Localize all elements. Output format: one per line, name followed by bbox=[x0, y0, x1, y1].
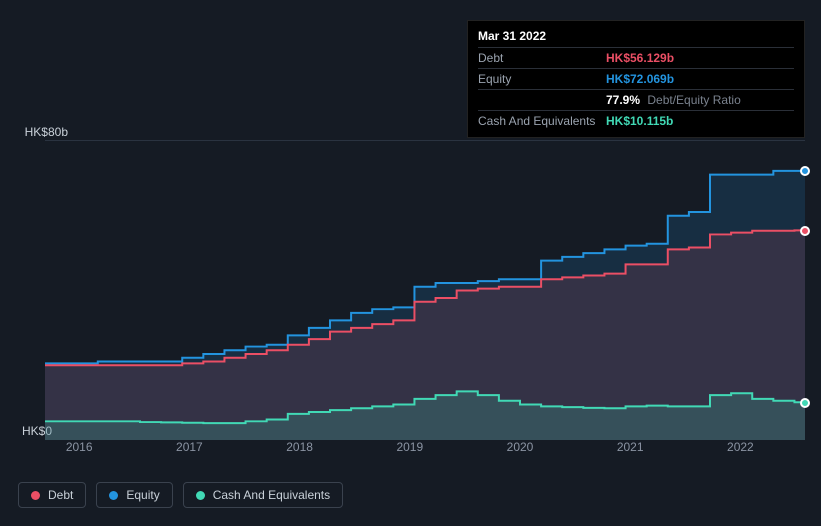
tooltip-row-label bbox=[478, 93, 606, 107]
x-axis-tick: 2018 bbox=[286, 440, 313, 454]
chart-tooltip: Mar 31 2022 DebtHK$56.129bEquityHK$72.06… bbox=[467, 20, 805, 138]
legend: Debt Equity Cash And Equivalents bbox=[18, 482, 343, 508]
x-axis-tick: 2016 bbox=[66, 440, 93, 454]
tooltip-row-label: Debt bbox=[478, 51, 606, 65]
legend-label: Equity bbox=[126, 488, 159, 502]
tooltip-row-extra: Debt/Equity Ratio bbox=[644, 93, 741, 107]
series-end-marker bbox=[800, 166, 810, 176]
legend-item[interactable]: Cash And Equivalents bbox=[183, 482, 343, 508]
tooltip-row-label: Cash And Equivalents bbox=[478, 114, 606, 128]
tooltip-row: EquityHK$72.069b bbox=[478, 68, 794, 89]
x-axis-tick: 2017 bbox=[176, 440, 203, 454]
legend-dot-icon bbox=[109, 491, 118, 500]
chart-plot-area[interactable] bbox=[45, 140, 805, 440]
y-axis-max-label: HK$80b bbox=[0, 125, 68, 139]
tooltip-row-value: HK$10.115b bbox=[606, 114, 673, 128]
legend-label: Cash And Equivalents bbox=[213, 488, 330, 502]
chart-container: Mar 31 2022 DebtHK$56.129bEquityHK$72.06… bbox=[0, 0, 821, 526]
tooltip-row-value: 77.9% Debt/Equity Ratio bbox=[606, 93, 741, 107]
x-axis-tick: 2022 bbox=[727, 440, 754, 454]
tooltip-row-value: HK$72.069b bbox=[606, 72, 674, 86]
x-axis-tick: 2019 bbox=[396, 440, 423, 454]
x-axis-tick: 2020 bbox=[507, 440, 534, 454]
series-end-marker bbox=[800, 398, 810, 408]
legend-item[interactable]: Equity bbox=[96, 482, 172, 508]
series-end-marker bbox=[800, 226, 810, 236]
tooltip-row: 77.9% Debt/Equity Ratio bbox=[478, 89, 794, 110]
tooltip-row: DebtHK$56.129b bbox=[478, 47, 794, 68]
legend-dot-icon bbox=[196, 491, 205, 500]
tooltip-row: Cash And EquivalentsHK$10.115b bbox=[478, 110, 794, 131]
tooltip-row-label: Equity bbox=[478, 72, 606, 86]
legend-dot-icon bbox=[31, 491, 40, 500]
tooltip-date: Mar 31 2022 bbox=[478, 27, 794, 47]
x-axis-tick: 2021 bbox=[617, 440, 644, 454]
x-axis: 2016 2017 2018 2019 2020 2021 2022 bbox=[45, 440, 805, 460]
tooltip-row-value: HK$56.129b bbox=[606, 51, 674, 65]
legend-item[interactable]: Debt bbox=[18, 482, 86, 508]
legend-label: Debt bbox=[48, 488, 73, 502]
chart-svg bbox=[45, 141, 805, 440]
